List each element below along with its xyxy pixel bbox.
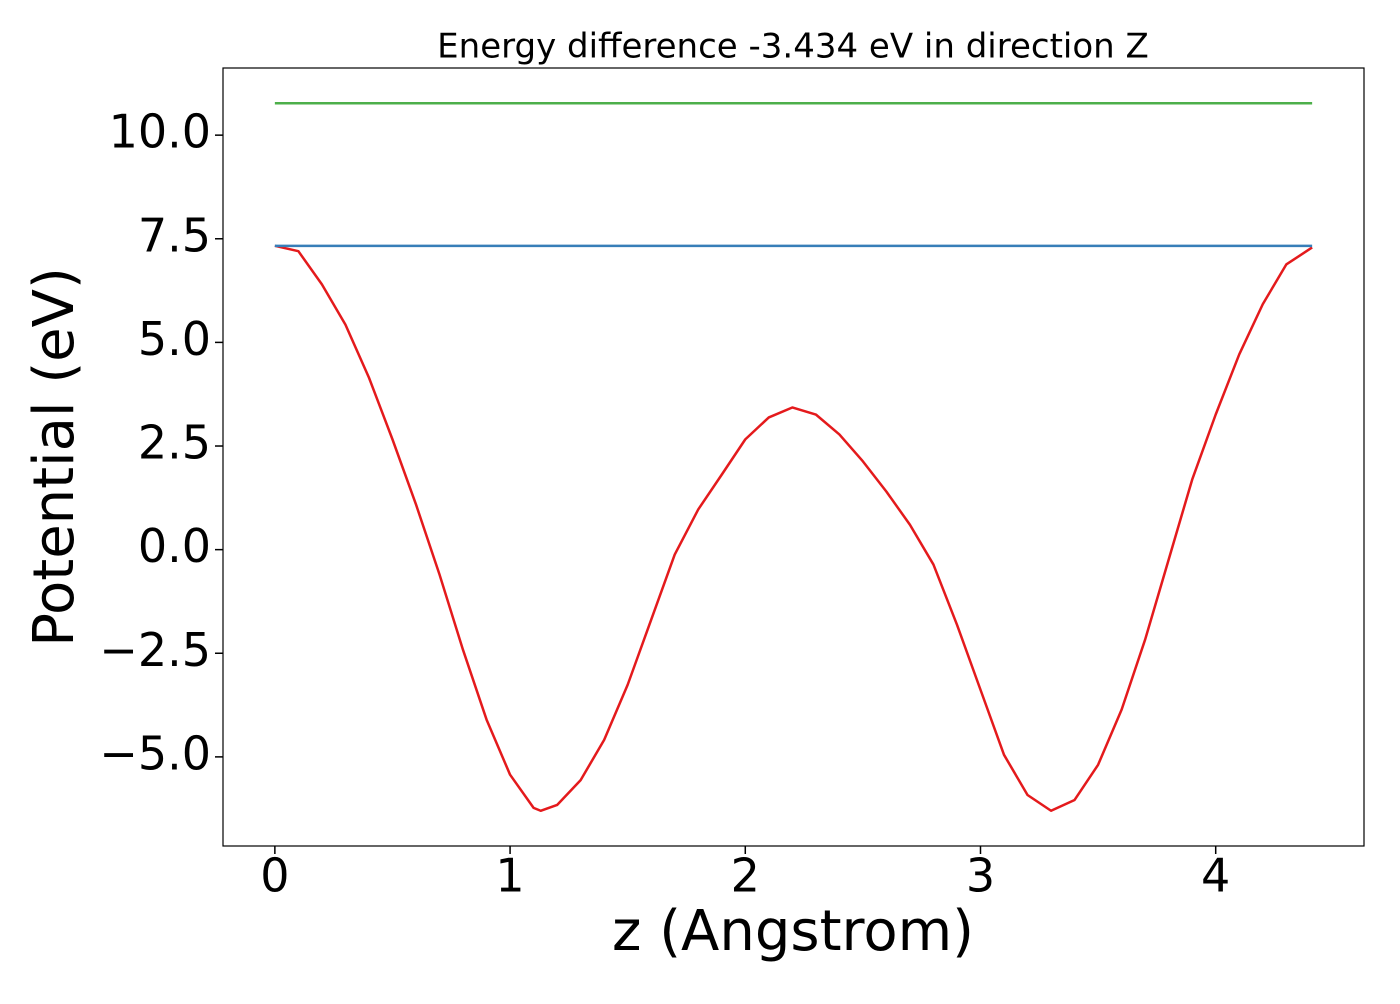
x-tick-label: 0 — [260, 849, 289, 903]
y-tick-label: 7.5 — [138, 208, 211, 262]
x-tick-label: 4 — [1201, 849, 1230, 903]
y-tick-label: −5.0 — [99, 726, 211, 780]
x-tick-label: 2 — [731, 849, 760, 903]
y-tick-label: 10.0 — [109, 105, 211, 159]
y-axis-label: Potential (eV) — [22, 267, 87, 647]
y-tick-label: 2.5 — [138, 416, 211, 470]
plot-frame — [222, 67, 1365, 847]
x-tick-label: 3 — [966, 849, 995, 903]
x-tick-label: 1 — [495, 849, 524, 903]
y-tick-label: 5.0 — [138, 312, 211, 366]
chart-title: Energy difference -3.434 eV in direction… — [437, 27, 1149, 67]
y-tick-label: −2.5 — [99, 623, 211, 677]
data-line — [274, 244, 1313, 813]
x-axis-label: z (Angstrom) — [612, 899, 974, 964]
y-tick-label: 0.0 — [138, 519, 211, 573]
